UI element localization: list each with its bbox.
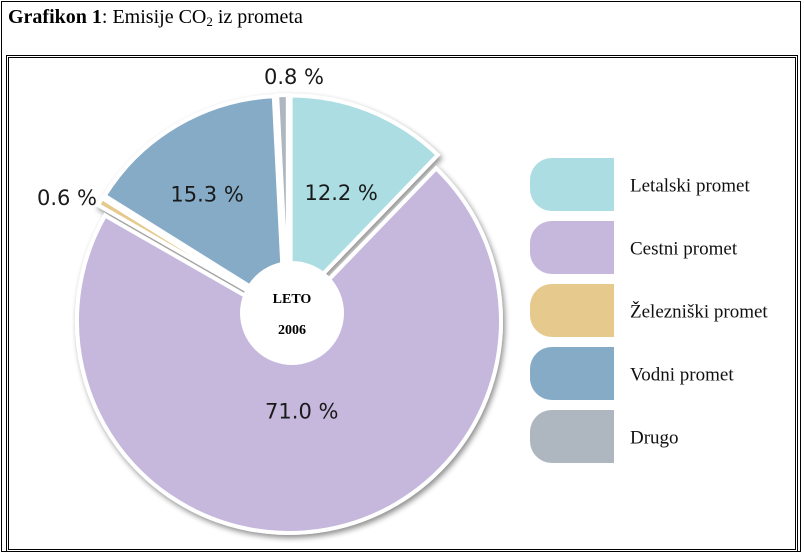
center-hole: [240, 261, 344, 365]
pie-slice-letalski-promet: [288, 93, 441, 313]
pie-slice-drugo: [275, 93, 290, 308]
figure-title-end: iz prometa: [212, 6, 303, 28]
data-label-cestni-promet: 71.0 %: [265, 400, 338, 424]
legend-label-drugo: Drugo: [630, 428, 679, 449]
pie-slice-zelezniski-promet: [95, 195, 284, 313]
figure-title: Grafikon 1: Emisije CO2 iz prometa: [8, 6, 303, 30]
legend-swatch-vodni-promet: [530, 347, 614, 400]
chart-panel: [6, 55, 798, 552]
slice-labels: 12.2 % 71.0 % 0.6 % 15.3 % 0.8 %: [37, 65, 378, 424]
data-label-drugo: 0.8 %: [264, 65, 324, 89]
legend-swatch-zelezniski-promet: [530, 284, 614, 337]
pie-slice-vodni-promet: [101, 94, 287, 312]
data-label-letalski-promet: 12.2 %: [305, 181, 378, 205]
data-label-zelezniski-promet: 0.6 %: [37, 186, 97, 210]
center-label-line2: 2006: [278, 323, 306, 338]
legend-label-vodni-promet: Vodni promet: [630, 365, 734, 386]
legend-swatch-letalski-promet: [530, 158, 614, 211]
data-label-vodni-promet: 15.3 %: [170, 182, 243, 206]
legend-swatch-cestni-promet: [530, 221, 614, 274]
legend-label-cestni-promet: Cestni promet: [630, 239, 738, 260]
legend-label-zelezniski-promet: Železniški promet: [630, 301, 768, 323]
legend-swatch-drugo: [530, 410, 614, 463]
figure-title-number: Grafikon 1: [8, 6, 102, 28]
center-label-line1: LETO: [273, 292, 312, 307]
figure-title-text: : Emisije CO: [101, 6, 207, 28]
legend: Letalski promet Cestni promet Železniški p…: [530, 158, 768, 463]
legend-label-letalski-promet: Letalski promet: [630, 176, 750, 197]
figure-title-subscript: 2: [206, 14, 213, 29]
